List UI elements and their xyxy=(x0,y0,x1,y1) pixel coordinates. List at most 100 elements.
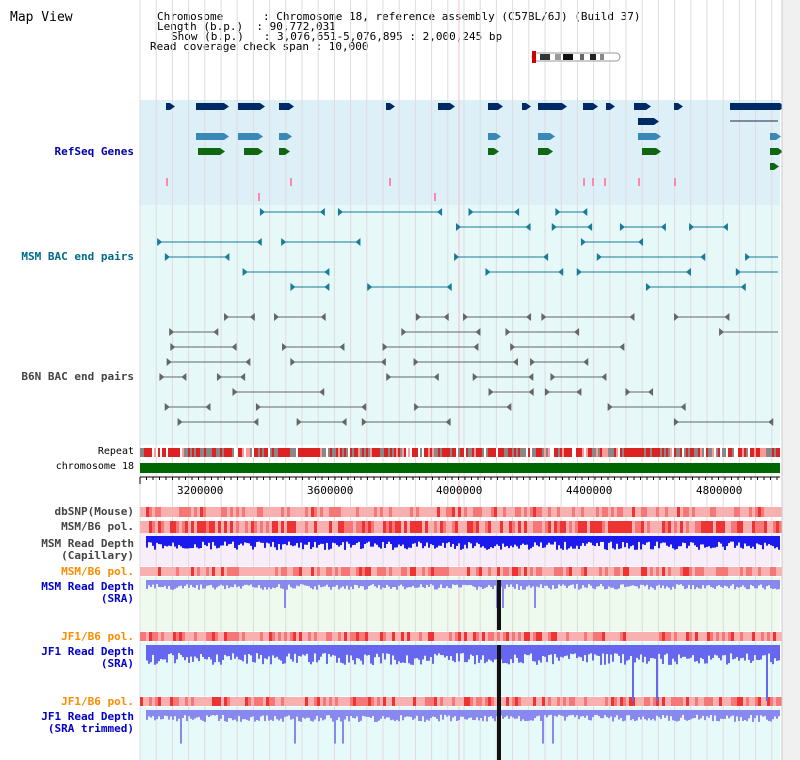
pol-bar-segment xyxy=(497,632,500,641)
depth-bar xyxy=(420,710,422,722)
depth-bar xyxy=(698,580,700,589)
depth-bar xyxy=(158,710,160,717)
depth-bar xyxy=(246,645,248,664)
jf1-b6-pol-label[interactable]: JF1/B6 pol. xyxy=(61,630,134,643)
pol-bar-segment xyxy=(284,507,287,517)
depth-bar xyxy=(328,536,330,550)
msm-b6-pol-sra-label[interactable]: MSM/B6 pol. xyxy=(61,565,134,578)
vertical-scrollbar[interactable] xyxy=(781,0,800,760)
pol-bar-segment xyxy=(353,697,356,706)
jf1-depth-trim-label[interactable]: JF1 Read Depth xyxy=(41,710,134,723)
depth-bar xyxy=(512,536,514,548)
pol-bar-segment xyxy=(410,697,413,706)
depth-bar xyxy=(766,710,768,720)
repeat-segment xyxy=(540,448,542,457)
depth-bar xyxy=(748,536,750,546)
depth-bar xyxy=(216,645,218,655)
repeat-track[interactable] xyxy=(140,448,780,457)
depth-bar xyxy=(622,710,624,722)
pol-bar-segment xyxy=(407,521,410,533)
repeat-segment xyxy=(474,448,476,457)
jf1-b6-pol-trim-label[interactable]: JF1/B6 pol. xyxy=(61,695,134,708)
depth-bar xyxy=(538,536,540,547)
depth-bar xyxy=(624,536,626,548)
repeat-segment xyxy=(212,448,214,457)
msm-bac-label[interactable]: MSM BAC end pairs xyxy=(21,250,134,263)
pol-bar-segment xyxy=(248,632,251,641)
b6n-bac-pair-end xyxy=(607,403,613,411)
msm-bac-pair-end xyxy=(157,238,163,246)
depth-bar xyxy=(250,536,252,546)
repeat-segment xyxy=(432,448,434,457)
pol-bar-segment xyxy=(155,521,158,533)
read-depth-tracks[interactable] xyxy=(146,536,780,760)
depth-bar xyxy=(230,536,232,544)
msm-bac-pair-end xyxy=(324,283,330,291)
depth-bar xyxy=(458,536,460,544)
repeat-segment xyxy=(142,448,144,457)
pol-bar-segment xyxy=(335,697,338,706)
depth-bar xyxy=(620,580,622,585)
pol-bar-segment xyxy=(659,507,662,517)
refseq-label[interactable]: RefSeq Genes xyxy=(54,145,134,158)
pol-bar-segment xyxy=(551,507,554,517)
polymorphism-tracks[interactable] xyxy=(140,507,782,706)
depth-bar xyxy=(454,580,456,586)
pol-bar-segment xyxy=(389,697,392,706)
msm-bac-track[interactable] xyxy=(157,208,778,291)
gene-arrow xyxy=(258,133,263,140)
repeat-segment xyxy=(614,448,616,457)
refseq-track[interactable] xyxy=(166,103,785,201)
depth-bar xyxy=(502,536,504,544)
depth-bar xyxy=(632,580,634,586)
depth-bar xyxy=(414,580,416,588)
depth-bar xyxy=(420,645,422,665)
depth-bar xyxy=(598,710,600,717)
msm-b6-pol-label[interactable]: MSM/B6 pol. xyxy=(61,520,134,533)
pol-bar-segment xyxy=(491,507,494,517)
repeat-segment xyxy=(750,448,752,457)
depth-bar xyxy=(714,536,716,548)
msm-depth-sra-label[interactable]: MSM Read Depth xyxy=(41,580,134,593)
depth-bar xyxy=(472,536,474,549)
depth-bar xyxy=(494,536,496,547)
pol-bar-segment xyxy=(533,632,536,641)
depth-bar xyxy=(568,536,570,549)
depth-bar xyxy=(526,536,528,545)
pol-bar-segment xyxy=(635,521,638,533)
pol-bar-segment xyxy=(380,697,383,706)
depth-bar xyxy=(614,710,616,718)
pol-bar-segment xyxy=(185,567,188,576)
depth-bar xyxy=(240,580,242,589)
depth-bar xyxy=(298,645,300,656)
depth-bar xyxy=(284,645,286,664)
chromosome-track[interactable] xyxy=(140,463,780,473)
repeat-segment xyxy=(162,448,164,457)
pol-bar-segment xyxy=(476,697,479,706)
depth-bar xyxy=(746,536,748,547)
repeat-segment xyxy=(354,448,356,457)
chromosome-ideogram[interactable] xyxy=(531,51,621,63)
pol-bar-segment xyxy=(167,521,170,533)
b6n-bac-label[interactable]: B6N BAC end pairs xyxy=(21,370,134,383)
depth-bar xyxy=(482,580,484,590)
pol-bar-segment xyxy=(641,507,644,517)
repeat-segment xyxy=(512,448,514,457)
msm-depth-cap-label[interactable]: MSM Read Depth xyxy=(41,537,134,550)
dbsnp-label[interactable]: dbSNP(Mouse) xyxy=(54,505,134,518)
depth-bar xyxy=(470,580,472,585)
b6n-bac-track[interactable] xyxy=(159,313,778,426)
b6n-bac-pair-end xyxy=(530,358,536,366)
depth-bar xyxy=(510,536,512,546)
repeat-segment xyxy=(416,448,418,457)
depth-bar xyxy=(318,710,320,722)
depth-bar xyxy=(432,536,434,546)
pol-bar-segment xyxy=(647,507,650,517)
depth-bar xyxy=(712,536,714,548)
jf1-depth-sra-label[interactable]: JF1 Read Depth xyxy=(41,645,134,658)
pol-bar-segment xyxy=(626,507,629,517)
depth-bar xyxy=(390,645,392,665)
depth-bar xyxy=(768,710,770,721)
pol-bar-segment xyxy=(605,521,608,533)
